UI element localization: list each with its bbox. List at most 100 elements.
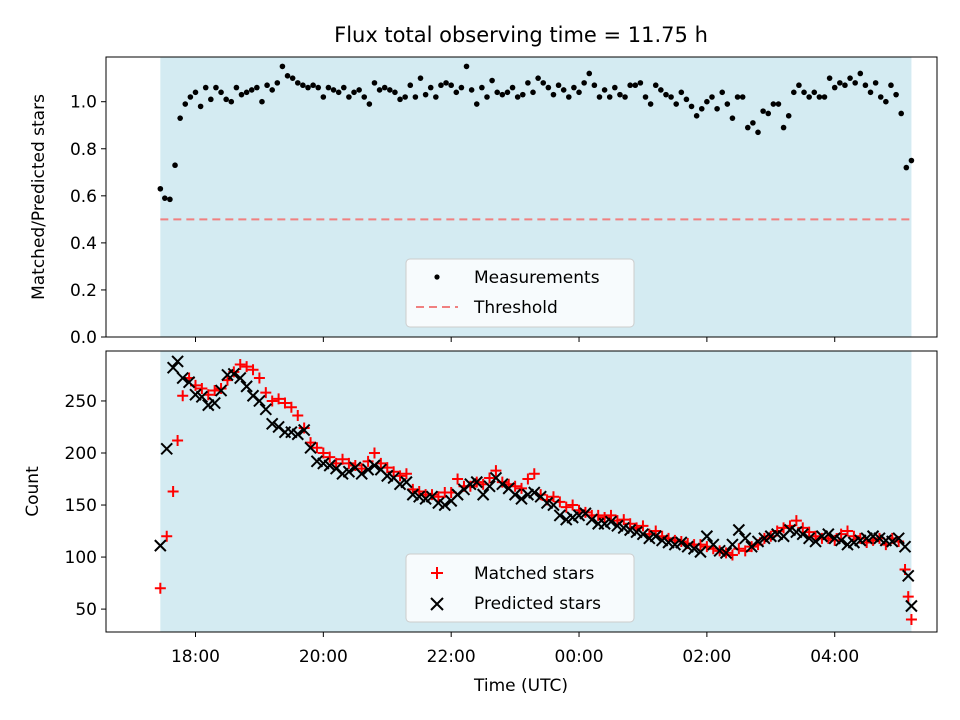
measurement-point [837, 80, 843, 86]
measurement-point [279, 63, 286, 70]
measurement-point [489, 77, 495, 84]
measurement-point [816, 94, 823, 100]
matched-star-point [407, 483, 419, 495]
top-y-tick-label: 0.8 [70, 140, 97, 160]
top-y-tick-label: 0.6 [70, 187, 97, 207]
measurement-point [223, 96, 229, 103]
bottom-legend-box [405, 553, 635, 623]
measurement-point [238, 91, 245, 98]
predicted-star-point [751, 535, 765, 548]
top-y-ticks: 0.0 0.2 0.4 0.6 0.8 1.0 [70, 93, 106, 348]
predicted-star-point [496, 478, 509, 491]
matched-star-point [522, 473, 534, 485]
measurement-point [811, 89, 818, 96]
measurement-point [417, 75, 424, 81]
matched-star-point [528, 468, 540, 480]
matched-star-point [298, 422, 310, 434]
top-y-tick-label: 0.2 [70, 281, 97, 301]
predicted-star-point [214, 384, 228, 397]
measurement-point [514, 94, 521, 100]
measurement-point [760, 108, 766, 114]
matched-star-point [221, 374, 233, 386]
measurement-point [668, 94, 674, 100]
measurement-point [325, 84, 332, 91]
x-tick-label: 00:00 [555, 647, 604, 667]
predicted-star-point [585, 513, 599, 526]
measurement-point [847, 75, 853, 81]
measurement-point [734, 94, 741, 100]
matched-star-point [624, 518, 636, 530]
measurement-point [499, 91, 506, 98]
matched-star-point [618, 514, 630, 526]
predicted-star-point [176, 371, 189, 385]
measurement-point [852, 80, 858, 86]
predicted-star-point [368, 459, 381, 472]
matched-star-point [567, 499, 579, 511]
matched-star-point [484, 472, 496, 484]
measurement-point [862, 82, 869, 89]
predicted-star-point [886, 535, 899, 548]
measurement-point [612, 84, 618, 91]
measurement-point [366, 101, 373, 107]
predicted-star-point [208, 396, 221, 410]
measurement-point [698, 105, 705, 112]
predicted-star-point [834, 534, 848, 547]
x-tick-label: 18:00 [171, 647, 220, 667]
predicted-stars-points [154, 355, 918, 613]
measurement-point [729, 115, 736, 121]
measurement-point [187, 94, 194, 100]
matched-star-point [172, 435, 184, 447]
measurement-point [530, 89, 536, 96]
bottom-y-axis-label: Count [23, 466, 43, 517]
measurement-point [688, 103, 695, 110]
x-tick-label: 02:00 [682, 647, 731, 667]
measurement-point [545, 84, 552, 91]
measurement-point [310, 82, 316, 89]
matched-star-point [400, 468, 412, 480]
measurement-point [560, 87, 567, 93]
measurement-point [162, 195, 168, 201]
matched-star-point [452, 473, 464, 485]
measurement-point [780, 124, 787, 131]
measurement-point [606, 94, 613, 100]
matched-star-point [388, 466, 400, 478]
bottom-x-ticks: 18:00 20:00 22:00 00:00 02:00 04:00 [171, 632, 859, 667]
matched-star-point [247, 364, 259, 376]
predicted-star-point [323, 459, 336, 472]
x-tick-label: 22:00 [427, 647, 476, 667]
measurement-point [438, 82, 444, 89]
measurement-point [407, 82, 414, 89]
measurement-point [673, 101, 679, 107]
measurement-point [248, 87, 255, 93]
measurement-point [202, 84, 209, 91]
legend-threshold-label: Threshold [473, 298, 558, 318]
measurement-point [576, 89, 582, 96]
matched-star-point [343, 457, 355, 469]
measurement-point [300, 82, 306, 89]
measurement-point [182, 101, 189, 107]
measurement-point [208, 96, 214, 103]
matched-star-point [368, 447, 380, 459]
measurement-point [494, 89, 501, 96]
measurement-point [867, 89, 874, 96]
measurement-point [765, 110, 772, 117]
predicted-star-point [700, 530, 714, 543]
measurement-point [903, 164, 910, 171]
matched-star-point [637, 520, 649, 532]
measurement-point [387, 87, 393, 93]
predicted-star-point [182, 376, 196, 389]
legend-predicted-marker [430, 597, 444, 611]
predicted-star-point [902, 569, 915, 583]
measurement-point [274, 80, 281, 86]
measurement-point [683, 96, 690, 103]
matched-star-point [215, 382, 227, 394]
predicted-star-point [553, 509, 567, 522]
measurement-point [504, 89, 511, 96]
measurement-point [351, 89, 357, 96]
measurement-point [872, 80, 879, 86]
predicted-star-point [265, 417, 279, 431]
bottom-y-tick-label: 150 [65, 496, 97, 516]
measurement-point [888, 82, 894, 89]
measurement-point [709, 94, 715, 100]
